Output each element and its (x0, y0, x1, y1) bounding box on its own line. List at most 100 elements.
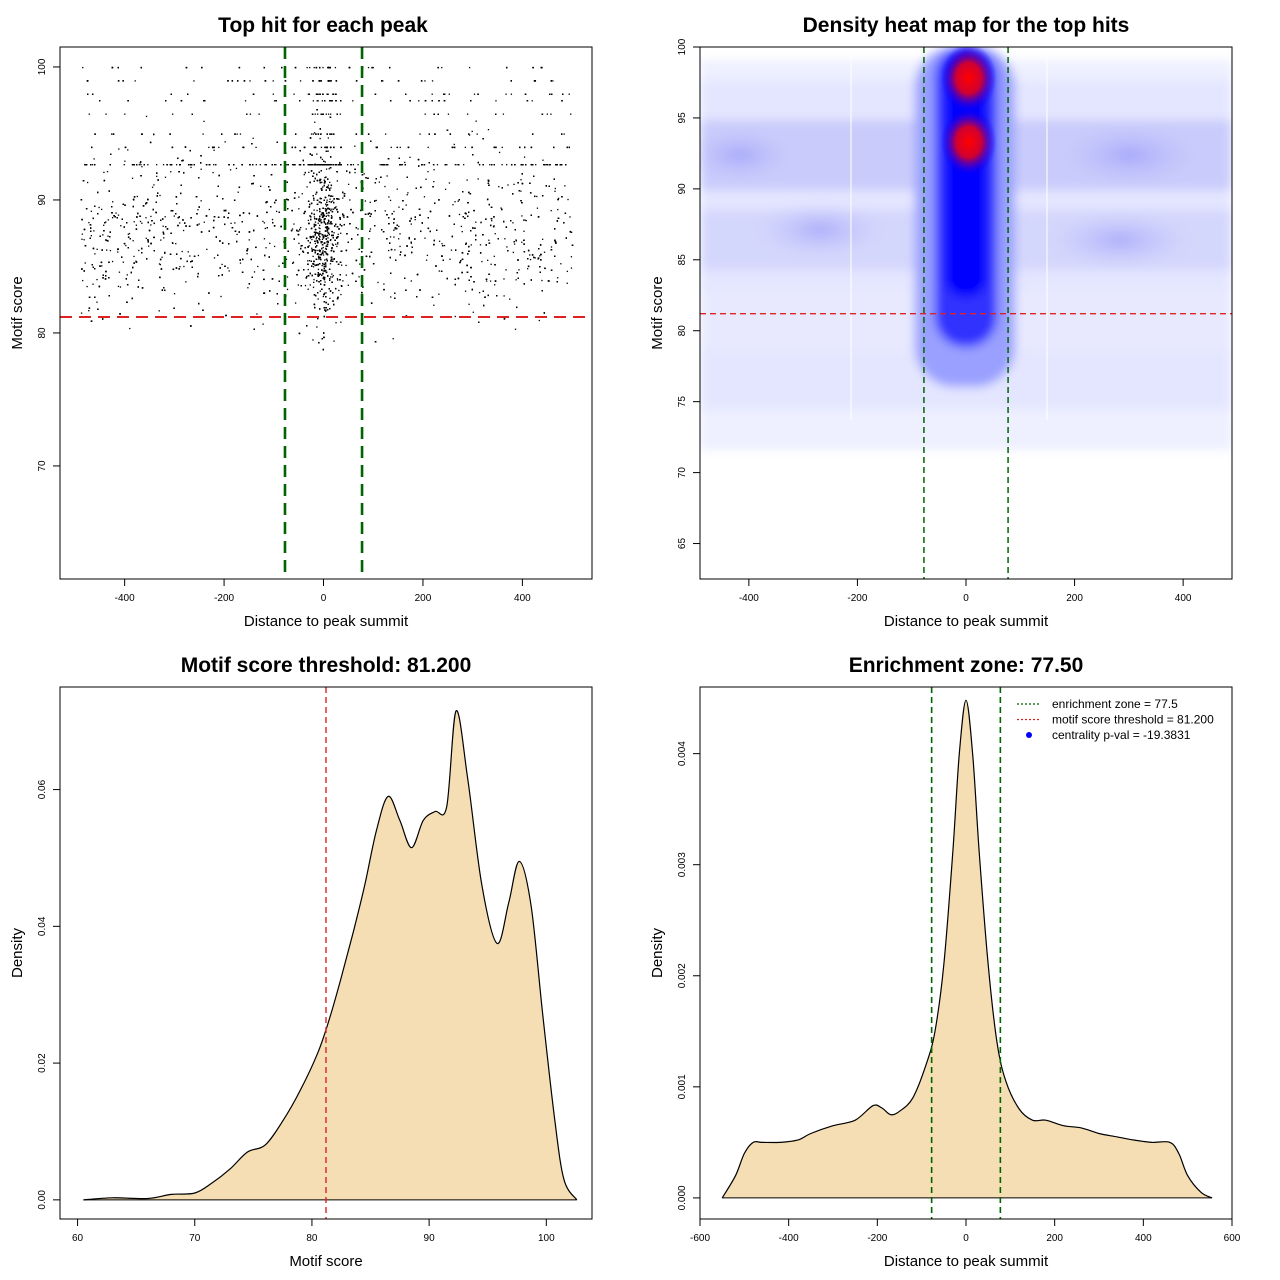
scatter-point (384, 133, 387, 135)
scatter-point (271, 218, 274, 221)
scatter-point (141, 222, 143, 224)
scatter-point (183, 265, 185, 268)
scatter-point (510, 93, 513, 95)
scatter-point (151, 186, 154, 188)
scatter-point (324, 176, 326, 179)
scatter-point (129, 327, 131, 330)
scatter-point (487, 259, 489, 261)
scatter-point (307, 219, 310, 222)
scatter-point (390, 296, 392, 298)
scatter-point (444, 188, 447, 190)
scatter-point (312, 100, 315, 102)
scatter-point (320, 197, 323, 200)
scatter-point (342, 280, 344, 282)
scatter-point (292, 261, 295, 263)
scatter-point (337, 279, 339, 281)
scatter-point (145, 217, 147, 219)
scatter-point (419, 133, 421, 135)
scatter-point (377, 281, 379, 284)
scatter-point (433, 180, 435, 183)
scatter-point (512, 251, 514, 254)
scatter-point (546, 113, 549, 115)
scatter-point (557, 277, 559, 279)
scatter-point (458, 213, 461, 216)
scatter-point (170, 171, 172, 173)
scatter-point (148, 245, 150, 247)
scatter-point (117, 285, 120, 288)
scatter-point (570, 256, 573, 258)
scatter-point (454, 201, 456, 203)
scatter-point (145, 202, 147, 204)
scatter-point (529, 258, 532, 261)
scatter-point (316, 153, 318, 155)
scatter-point (463, 164, 465, 166)
scatter-point (171, 113, 174, 115)
scatter-point (318, 273, 320, 275)
scatter-point (193, 80, 195, 82)
scatter-point (471, 130, 473, 133)
scatter-point (322, 186, 324, 188)
scatter-point (479, 244, 482, 246)
scatter-point (285, 258, 288, 260)
scatter-point (550, 246, 553, 248)
scatter-point (322, 250, 324, 252)
scatter-point (494, 233, 496, 235)
scatter-point (388, 249, 390, 252)
scatter-point (311, 238, 313, 241)
scatter-point (320, 242, 322, 244)
scatter-point (307, 93, 310, 95)
scatter-point (536, 195, 538, 198)
scatter-point (325, 292, 327, 294)
scatter-point (125, 244, 127, 247)
scatter-point (399, 245, 401, 248)
scatter-point (322, 295, 324, 298)
scatter-point (313, 216, 316, 218)
scatter-point (132, 240, 134, 242)
scatter-point (322, 211, 324, 214)
scatter-point (93, 158, 95, 160)
scatter-point (341, 264, 343, 266)
scatter-point (119, 286, 122, 288)
scatter-point (527, 268, 529, 270)
scatter-point (514, 328, 517, 330)
scatter-point (468, 303, 470, 305)
scatter-point (523, 156, 526, 158)
scatter-point (327, 223, 329, 225)
scatter-point (313, 66, 315, 69)
scatter-point (336, 180, 339, 182)
scatter-point (534, 257, 536, 259)
scatter-point (298, 208, 300, 210)
scatter-point (472, 311, 474, 313)
scatter-point (337, 243, 339, 245)
scatter-point (173, 293, 176, 295)
scatter-point (332, 208, 335, 210)
scatter-point (372, 66, 374, 69)
scatter-point (110, 133, 113, 135)
scatter-point (331, 243, 334, 245)
scatter-point (336, 278, 339, 280)
scatter-point (239, 262, 242, 264)
scatter-point (308, 171, 310, 174)
scatter-point (325, 205, 328, 207)
scatter-point (291, 228, 294, 230)
scatter-point (563, 133, 565, 135)
scatter-point (314, 242, 317, 245)
scatter-point (235, 167, 238, 170)
scatter-point (181, 250, 183, 253)
scatter-point (505, 269, 507, 271)
scatter-point (326, 241, 328, 243)
scatter-point (329, 297, 331, 300)
scatter-point (164, 251, 166, 253)
scatter-point (359, 263, 361, 265)
scatter-point (541, 238, 544, 240)
scatter-point (319, 290, 321, 292)
scatter-point (317, 113, 319, 115)
scatter-point (118, 271, 121, 273)
scatter-point (326, 234, 329, 236)
scatter-point (543, 251, 546, 253)
scatter-point (327, 184, 330, 186)
scatter-point (550, 113, 552, 115)
scatter-point (247, 287, 249, 289)
scatter-point (264, 227, 266, 230)
scatter-point (306, 66, 308, 69)
